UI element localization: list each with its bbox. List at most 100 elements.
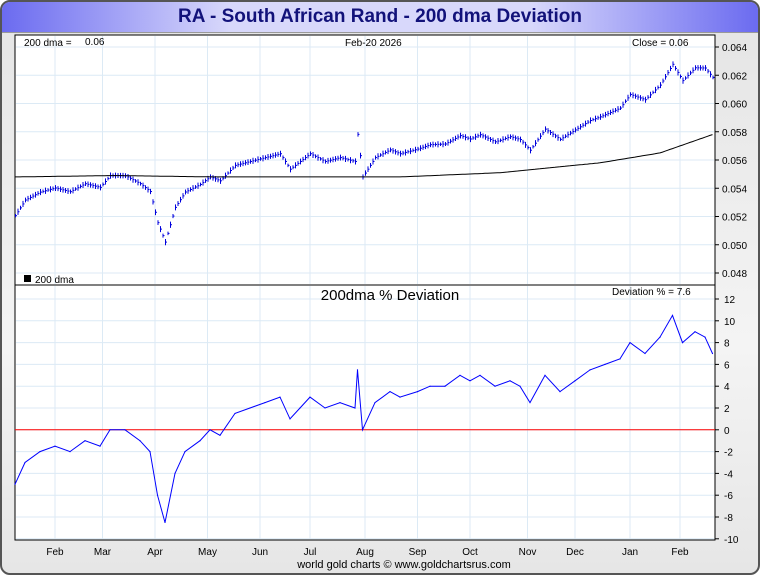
deviation-point xyxy=(354,407,356,409)
deviation-point xyxy=(544,374,546,376)
deviation-point xyxy=(24,461,26,464)
x-tick-label: Oct xyxy=(462,547,478,558)
deviation-point xyxy=(704,336,706,338)
deviation-point xyxy=(479,374,481,376)
x-tick-label: Jul xyxy=(304,547,317,558)
price-y-tick-label: 0.054 xyxy=(722,184,747,195)
credit: world gold charts © www.goldchartsrus.co… xyxy=(296,559,511,571)
deviation-y-tick-label: 8 xyxy=(724,339,730,350)
chart-title: RA - South African Rand - 200 dma Deviat… xyxy=(178,6,582,27)
date-label: Feb-20 2026 xyxy=(345,38,402,49)
deviation-point xyxy=(671,314,674,316)
deviation-point xyxy=(109,429,111,431)
x-tick-label: Dec xyxy=(566,547,584,558)
deviation-point xyxy=(574,380,576,382)
deviation-point xyxy=(711,352,714,355)
deviation-point xyxy=(209,429,211,431)
x-tick-label: Mar xyxy=(94,547,112,558)
deviation-point xyxy=(529,401,531,404)
close-label: Close = 0.06 xyxy=(632,38,689,49)
price-y-tick-label: 0.056 xyxy=(722,156,747,167)
deviation-point xyxy=(374,401,376,404)
deviation-point xyxy=(99,445,101,447)
price-y-tick-label: 0.064 xyxy=(722,43,747,54)
deviation-point xyxy=(234,412,236,415)
deviation-point xyxy=(324,407,326,409)
deviation-point xyxy=(681,342,684,344)
deviation-point xyxy=(559,391,561,393)
deviation-value-label: Deviation % = 7.6 xyxy=(612,287,691,298)
deviation-point xyxy=(339,401,341,404)
deviation-y-tick-label: -6 xyxy=(724,491,733,502)
deviation-point xyxy=(149,451,151,453)
deviation-title: 200dma % Deviation xyxy=(321,287,459,304)
price-y-tick-label: 0.050 xyxy=(722,241,747,252)
deviation-y-tick-label: 0 xyxy=(724,426,730,437)
deviation-point xyxy=(199,440,201,442)
price-y-tick-label: 0.058 xyxy=(722,128,747,139)
deviation-y-tick-label: -2 xyxy=(724,448,733,459)
deviation-y-tick-label: -10 xyxy=(724,535,739,546)
deviation-point xyxy=(14,483,16,485)
deviation-point xyxy=(429,385,431,387)
dma-value: 0.06 xyxy=(85,37,105,48)
price-y-tick-label: 0.062 xyxy=(722,71,747,82)
title-bar: RA - South African Rand - 200 dma Deviat… xyxy=(2,2,758,33)
deviation-point xyxy=(164,521,166,524)
deviation-point xyxy=(469,380,471,382)
deviation-point xyxy=(389,391,391,393)
deviation-point xyxy=(356,369,359,371)
deviation-point xyxy=(361,429,364,431)
deviation-point xyxy=(124,429,126,431)
deviation-point xyxy=(399,396,401,398)
x-tick-label: Apr xyxy=(147,547,163,558)
x-tick-label: May xyxy=(198,547,217,558)
deviation-point xyxy=(139,440,141,442)
deviation-point xyxy=(84,440,86,442)
x-tick-label: Feb xyxy=(671,547,689,558)
deviation-point xyxy=(279,396,281,398)
dma-label: 200 dma = xyxy=(24,38,72,49)
deviation-point xyxy=(156,494,159,496)
deviation-point xyxy=(589,369,591,371)
deviation-point xyxy=(619,358,621,360)
price-y-tick-label: 0.060 xyxy=(722,100,747,111)
chart-marks: Feb Mar Apr May Jun Jul Aug Sep Oct Nov Dec Jan Feb 0… xyxy=(14,43,747,558)
x-tick-label: Feb xyxy=(46,547,64,558)
price-y-tick-label: 0.048 xyxy=(722,269,747,280)
deviation-point xyxy=(219,434,221,436)
deviation-point xyxy=(416,391,419,393)
x-tick-label: Nov xyxy=(519,547,537,558)
deviation-y-tick-label: 2 xyxy=(724,404,730,415)
deviation-point xyxy=(264,401,266,404)
deviation-point xyxy=(509,380,511,382)
deviation-point xyxy=(494,385,496,387)
deviation-y-tick-label: -4 xyxy=(724,469,733,480)
deviation-point xyxy=(174,472,176,474)
deviation-point xyxy=(644,352,646,355)
deviation-point xyxy=(39,451,41,453)
deviation-y-tick-label: 6 xyxy=(724,360,730,371)
deviation-y-tick-label: 10 xyxy=(724,317,736,328)
deviation-point xyxy=(519,385,521,387)
deviation-y-tick-label: 12 xyxy=(724,295,736,306)
deviation-y-tick-label: -8 xyxy=(724,513,733,524)
dma-legend-swatch xyxy=(24,275,31,282)
deviation-point xyxy=(309,396,311,398)
deviation-point xyxy=(444,385,446,387)
deviation-point xyxy=(604,363,606,365)
deviation-point xyxy=(299,407,301,409)
deviation-point xyxy=(459,374,461,376)
deviation-point xyxy=(629,342,631,344)
x-tick-label: Sep xyxy=(409,547,427,558)
deviation-point xyxy=(289,418,291,420)
deviation-point xyxy=(54,445,56,447)
dma-legend-label: 200 dma xyxy=(35,275,74,286)
deviation-point xyxy=(659,336,661,338)
deviation-point xyxy=(249,407,251,409)
deviation-point xyxy=(69,451,71,453)
deviation-point xyxy=(184,451,186,453)
x-tick-label: Jun xyxy=(252,547,268,558)
dma-line xyxy=(15,134,713,178)
